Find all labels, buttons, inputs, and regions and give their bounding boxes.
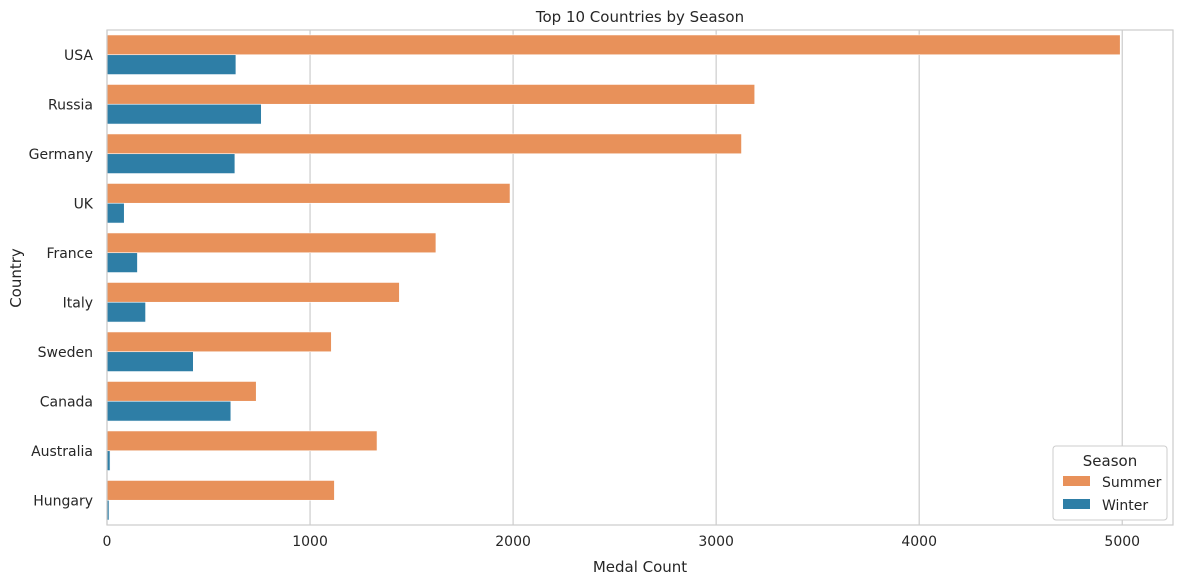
bars-group xyxy=(106,34,1121,521)
bar-winter-russia xyxy=(106,103,262,125)
legend-title: Season xyxy=(1083,452,1137,470)
y-tick-labels: USA Russia Germany UK France Italy Sweden Canad… xyxy=(29,48,94,510)
x-axis-title: Medal Count xyxy=(593,558,687,576)
legend-label-summer: Summer xyxy=(1102,475,1162,491)
legend-swatch-summer xyxy=(1063,476,1090,486)
bar-summer-uk xyxy=(106,183,511,204)
bar-summer-australia xyxy=(106,430,378,452)
bar-winter-sweden xyxy=(106,351,194,372)
legend-label-winter: Winter xyxy=(1102,498,1148,514)
x-tick-label: 3000 xyxy=(698,534,734,550)
chart-title: Top 10 Countries by Season xyxy=(535,8,744,26)
bar-winter-canada xyxy=(106,400,232,422)
y-tick-label: USA xyxy=(64,48,93,64)
x-tick-labels: 0 1000 2000 3000 4000 5000 xyxy=(103,534,1141,550)
y-tick-label: Germany xyxy=(29,147,93,163)
legend-swatch-winter xyxy=(1063,499,1090,509)
y-tick-label: Russia xyxy=(48,97,93,113)
y-tick-label: Hungary xyxy=(33,493,93,509)
x-tick-label: 2000 xyxy=(495,534,531,550)
bar-summer-italy xyxy=(106,282,400,303)
bar-summer-sweden xyxy=(106,331,332,353)
x-tick-label: 0 xyxy=(103,534,112,550)
bar-summer-france xyxy=(106,232,437,254)
y-tick-label: UK xyxy=(74,196,94,212)
legend: Season Summer Winter xyxy=(1052,445,1168,521)
y-tick-label: Sweden xyxy=(38,345,93,361)
y-tick-label: Australia xyxy=(31,444,93,460)
x-tick-label: 1000 xyxy=(292,534,328,550)
y-axis-title: Country xyxy=(7,248,25,308)
y-tick-label: Italy xyxy=(63,295,93,311)
bar-winter-germany xyxy=(106,153,236,174)
bar-summer-canada xyxy=(106,381,257,402)
y-tick-label: Canada xyxy=(40,394,93,410)
y-tick-label: France xyxy=(46,246,93,262)
bar-summer-russia xyxy=(106,84,756,105)
bar-summer-hungary xyxy=(106,480,335,501)
plot-frame xyxy=(106,29,1174,526)
bar-winter-uk xyxy=(106,202,125,224)
bar-winter-france xyxy=(106,252,138,273)
bar-winter-usa xyxy=(106,54,237,75)
bar-summer-germany xyxy=(106,133,742,155)
x-tick-label: 5000 xyxy=(1104,534,1140,550)
x-tick-label: 4000 xyxy=(901,534,937,550)
bar-summer-usa xyxy=(106,34,1121,56)
bar-winter-italy xyxy=(106,301,146,323)
